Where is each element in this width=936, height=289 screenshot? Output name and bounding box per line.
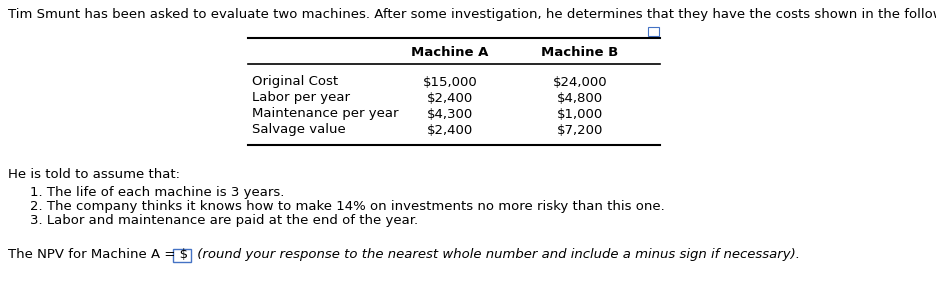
Text: Original Cost: Original Cost	[252, 75, 338, 88]
Text: Machine A: Machine A	[411, 45, 489, 58]
Text: He is told to assume that:: He is told to assume that:	[8, 168, 180, 181]
Text: The NPV for Machine A = $: The NPV for Machine A = $	[8, 248, 188, 261]
Text: 1. The life of each machine is 3 years.: 1. The life of each machine is 3 years.	[30, 186, 284, 199]
Text: $2,400: $2,400	[427, 123, 473, 136]
Text: Machine B: Machine B	[541, 45, 618, 58]
FancyBboxPatch shape	[173, 249, 191, 262]
Text: $4,800: $4,800	[556, 92, 603, 105]
Text: $1,000: $1,000	[556, 108, 603, 121]
Text: Tim Smunt has been asked to evaluate two machines. After some investigation, he : Tim Smunt has been asked to evaluate two…	[8, 8, 936, 21]
Text: $4,300: $4,300	[427, 108, 473, 121]
Text: (round your response to the nearest whole number and include a minus sign if nec: (round your response to the nearest whol…	[193, 248, 799, 261]
Text: $15,000: $15,000	[422, 75, 476, 88]
Text: $7,200: $7,200	[556, 123, 603, 136]
Text: $2,400: $2,400	[427, 92, 473, 105]
Text: 2. The company thinks it knows how to make 14% on investments no more risky than: 2. The company thinks it knows how to ma…	[30, 200, 664, 213]
Text: Labor per year: Labor per year	[252, 92, 350, 105]
Text: Salvage value: Salvage value	[252, 123, 345, 136]
Text: Maintenance per year: Maintenance per year	[252, 108, 398, 121]
Text: $24,000: $24,000	[552, 75, 607, 88]
Text: 3. Labor and maintenance are paid at the end of the year.: 3. Labor and maintenance are paid at the…	[30, 214, 417, 227]
FancyBboxPatch shape	[648, 27, 658, 36]
